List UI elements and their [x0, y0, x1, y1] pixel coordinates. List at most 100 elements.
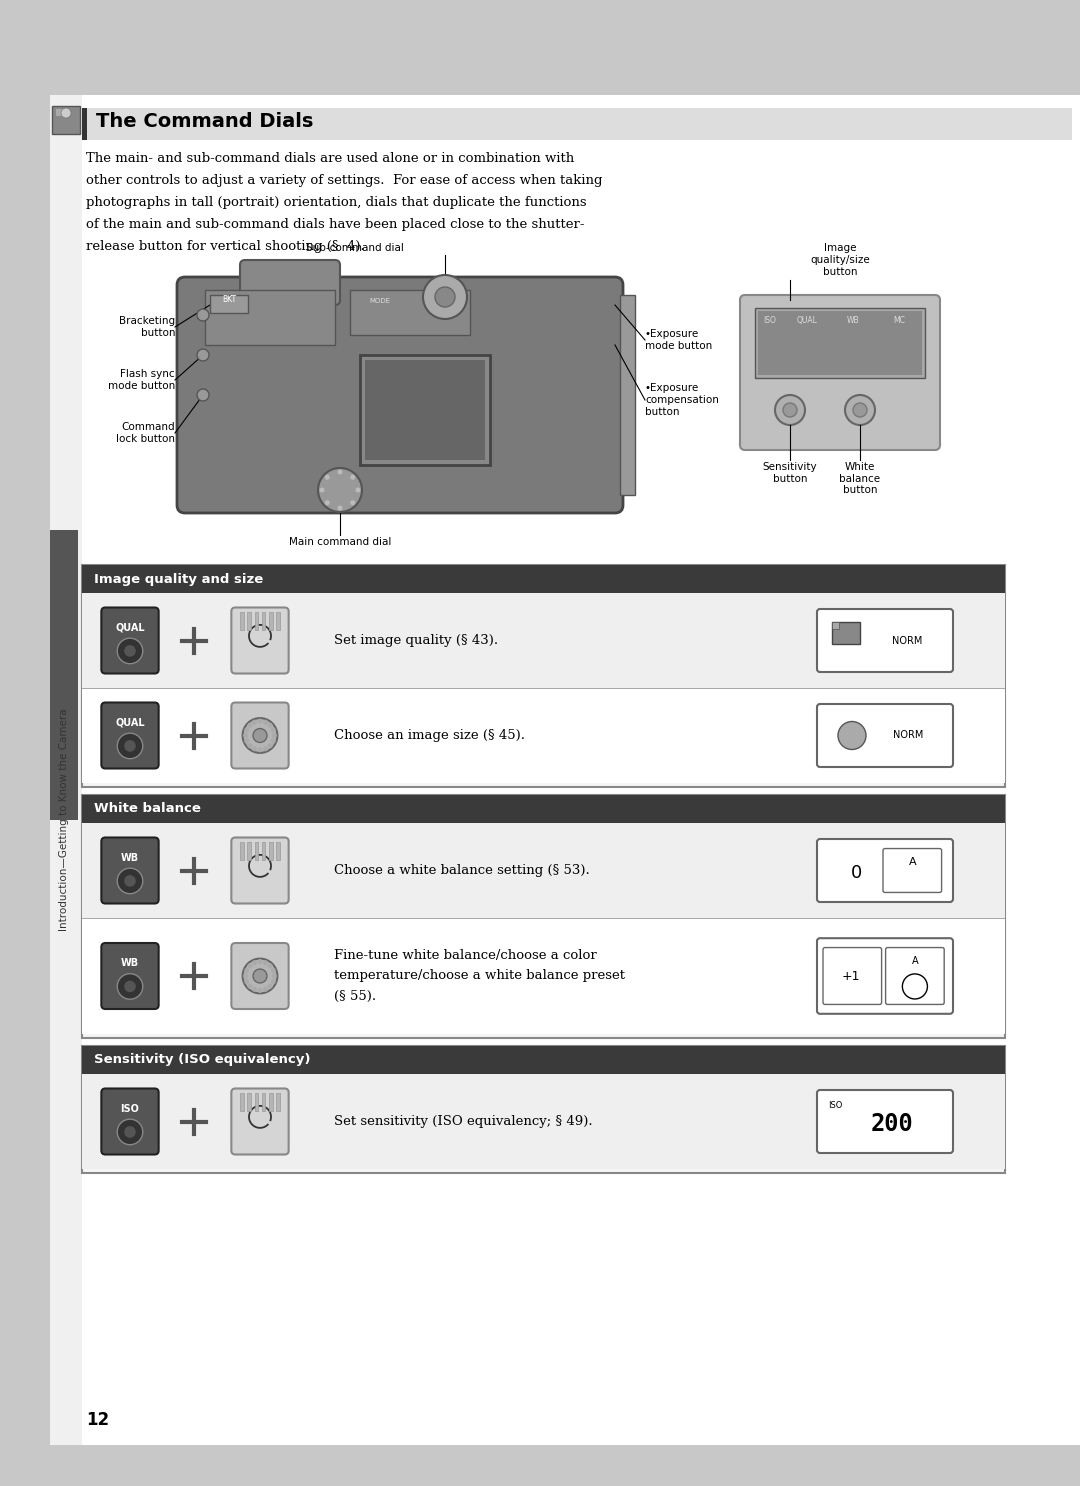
Text: Sub-command dial: Sub-command dial: [306, 244, 404, 253]
Circle shape: [264, 746, 268, 752]
Circle shape: [350, 474, 355, 480]
Circle shape: [268, 722, 272, 728]
Circle shape: [271, 739, 275, 743]
Bar: [241, 841, 244, 860]
Text: Fine-tune white balance/choose a color: Fine-tune white balance/choose a color: [334, 950, 597, 963]
Circle shape: [118, 1119, 143, 1144]
Circle shape: [252, 719, 257, 725]
Circle shape: [325, 501, 329, 505]
Circle shape: [252, 960, 257, 966]
Bar: [82, 688, 1005, 783]
Text: ISO: ISO: [828, 1101, 842, 1110]
Bar: [205, 290, 335, 345]
Bar: [82, 823, 1005, 918]
Circle shape: [853, 403, 867, 418]
Circle shape: [244, 967, 249, 973]
Circle shape: [247, 984, 253, 988]
Circle shape: [838, 722, 866, 749]
Text: +1: +1: [842, 969, 861, 982]
Circle shape: [318, 468, 362, 513]
FancyBboxPatch shape: [886, 948, 944, 1005]
Text: Bracketing
button: Bracketing button: [119, 317, 175, 337]
Circle shape: [247, 722, 253, 728]
Circle shape: [197, 309, 210, 321]
Text: QUAL: QUAL: [116, 718, 145, 728]
Text: •Exposure
mode button: •Exposure mode button: [645, 330, 712, 351]
Bar: [360, 355, 490, 465]
Circle shape: [435, 287, 455, 308]
Text: 12: 12: [86, 1412, 109, 1430]
Bar: [269, 612, 272, 630]
Text: temperature/choose a white balance preset: temperature/choose a white balance prese…: [334, 969, 625, 982]
Circle shape: [264, 987, 268, 991]
Bar: [52, 106, 80, 134]
Circle shape: [243, 973, 248, 978]
Text: Choose a white balance setting (§ 53).: Choose a white balance setting (§ 53).: [334, 863, 590, 877]
FancyBboxPatch shape: [816, 1091, 953, 1153]
Text: Flash sync
mode button: Flash sync mode button: [108, 369, 175, 391]
Bar: [210, 296, 248, 314]
Text: NORM: NORM: [892, 636, 922, 645]
Circle shape: [320, 487, 324, 492]
Circle shape: [244, 979, 249, 984]
Text: BKT: BKT: [221, 296, 237, 305]
FancyBboxPatch shape: [816, 840, 953, 902]
Circle shape: [244, 739, 249, 743]
Bar: [261, 1092, 266, 1112]
Circle shape: [775, 395, 805, 425]
Text: 200: 200: [870, 1113, 913, 1137]
Circle shape: [271, 967, 275, 973]
Text: Sensitivity
button: Sensitivity button: [762, 462, 818, 483]
Text: •Exposure
compensation
button: •Exposure compensation button: [645, 383, 719, 416]
Circle shape: [60, 108, 71, 117]
Circle shape: [243, 733, 248, 739]
Circle shape: [268, 984, 272, 988]
Text: NORM: NORM: [893, 731, 923, 740]
Circle shape: [257, 747, 262, 752]
FancyBboxPatch shape: [231, 608, 288, 673]
Bar: [247, 612, 251, 630]
FancyBboxPatch shape: [240, 260, 340, 305]
Circle shape: [253, 728, 267, 743]
Text: quality/size: quality/size: [810, 256, 869, 265]
Text: Main command dial: Main command dial: [288, 536, 391, 547]
Bar: [50, 95, 82, 1444]
Bar: [755, 308, 924, 377]
Text: MC: MC: [893, 317, 905, 325]
Text: Command
lock button: Command lock button: [116, 422, 175, 444]
FancyBboxPatch shape: [102, 608, 159, 673]
Text: photographs in tall (portrait) orientation, dials that duplicate the functions: photographs in tall (portrait) orientati…: [86, 196, 586, 210]
Circle shape: [268, 963, 272, 969]
Bar: [0, 1444, 1080, 1486]
FancyBboxPatch shape: [102, 703, 159, 768]
Circle shape: [253, 969, 267, 982]
Text: (§ 55).: (§ 55).: [334, 990, 376, 1003]
Circle shape: [124, 645, 136, 657]
Bar: [82, 1046, 1005, 1172]
Text: WB: WB: [847, 317, 860, 325]
Circle shape: [197, 389, 210, 401]
Bar: [261, 841, 266, 860]
Circle shape: [337, 505, 342, 511]
Circle shape: [124, 875, 136, 887]
Text: The Command Dials: The Command Dials: [96, 111, 313, 131]
Bar: [50, 531, 78, 820]
Text: Introduction—Getting to Know the Camera: Introduction—Getting to Know the Camera: [59, 709, 69, 932]
Bar: [620, 296, 635, 495]
Bar: [82, 918, 1005, 1034]
Bar: [276, 1092, 280, 1112]
Text: WB: WB: [121, 853, 139, 863]
Circle shape: [257, 988, 262, 993]
Bar: [82, 593, 1005, 688]
Circle shape: [124, 1126, 136, 1138]
Text: Set sensitivity (ISO equivalency; § 49).: Set sensitivity (ISO equivalency; § 49).: [334, 1114, 593, 1128]
Text: The main- and sub-command dials are used alone or in combination with: The main- and sub-command dials are used…: [86, 152, 575, 165]
Bar: [365, 360, 485, 461]
Circle shape: [271, 728, 275, 733]
FancyBboxPatch shape: [816, 704, 953, 767]
Text: Image quality and size: Image quality and size: [94, 572, 264, 585]
Circle shape: [264, 960, 268, 966]
Circle shape: [124, 981, 136, 993]
Circle shape: [243, 718, 278, 753]
Bar: [758, 311, 922, 374]
